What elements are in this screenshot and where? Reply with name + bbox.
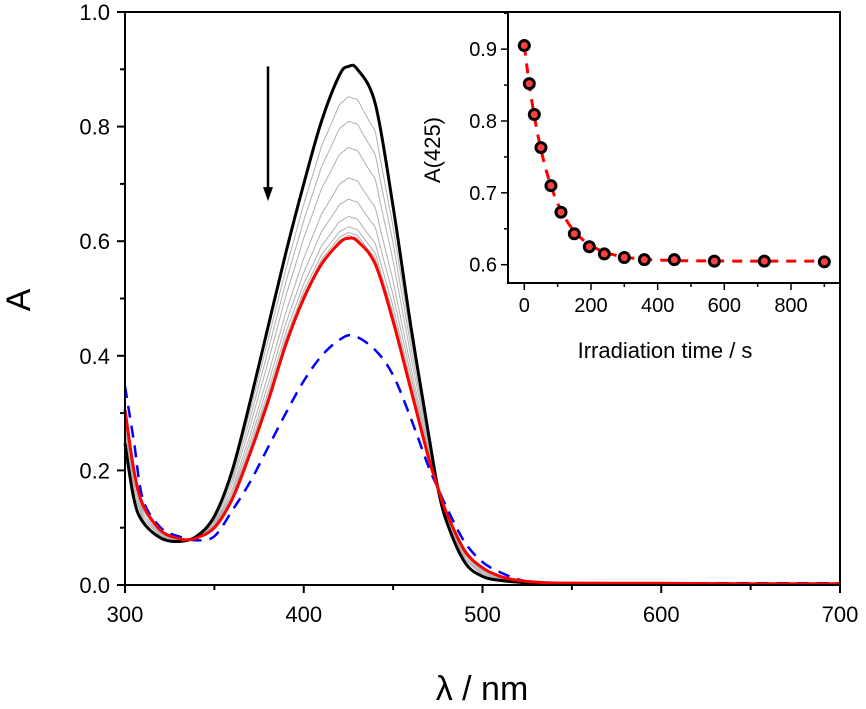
inset-x-tick-label: 200: [574, 295, 607, 317]
data-point: [554, 205, 568, 219]
inset-fit-curve: [522, 45, 825, 263]
inset-y-tick-label: 0.6: [469, 255, 497, 277]
x-tick-label: 300: [107, 602, 144, 627]
x-tick-label: 500: [464, 602, 501, 627]
y-tick-label: 0.6: [79, 229, 110, 254]
inset-x-tick-label: 0: [519, 295, 530, 317]
main-x-tick-labels: 300 400 500 600 700: [107, 602, 859, 627]
main-y-tick-labels: 0.0 0.2 0.4 0.6 0.8 1.0: [79, 0, 110, 598]
main-plot-frame: [124, 11, 841, 586]
inset-y-axis-label: A(425): [420, 117, 445, 183]
data-point: [817, 255, 831, 269]
decay-arrow: [263, 66, 273, 202]
y-tick-label: 0.0: [79, 573, 110, 598]
data-point: [597, 247, 611, 261]
inset-y-tick-labels: 0.6 0.7 0.8 0.9: [469, 39, 497, 277]
intermediate-spectrum-8: [124, 232, 840, 585]
data-point: [707, 254, 721, 268]
x-tick-label: 400: [285, 602, 322, 627]
y-tick-label: 0.8: [79, 115, 110, 140]
x-tick-label: 700: [822, 602, 859, 627]
x-tick-label: 600: [643, 602, 680, 627]
inset-y-tick-label: 0.7: [469, 183, 497, 205]
inset-x-axis-label: Irradiation time / s: [578, 338, 753, 363]
inset-y-tick-label: 0.9: [469, 39, 497, 61]
data-point: [637, 253, 651, 267]
data-point: [517, 39, 531, 53]
data-point: [544, 179, 558, 193]
dashed-spectrum: [123, 333, 840, 585]
inset-background: [508, 12, 840, 283]
arrow-head-icon: [263, 187, 273, 202]
data-point: [582, 240, 596, 254]
intermediate-spectrum-9: [124, 234, 840, 585]
data-point: [757, 254, 771, 268]
y-tick-label: 0.4: [79, 344, 110, 369]
main-x-axis-label: λ / nm: [436, 670, 529, 708]
fit-curve: [522, 45, 825, 263]
main-y-axis-label: A: [0, 288, 38, 311]
inset-frame: [507, 11, 841, 284]
inset-x-tick-label: 400: [641, 295, 674, 317]
data-point: [527, 108, 541, 122]
initial-spectrum: [123, 63, 840, 586]
inset-x-tick-labels: 0 200 400 600 800: [519, 295, 808, 317]
inset-x-tick-label: 800: [774, 295, 807, 317]
inset-plot: 0 200 400 600 800 0.6 0.7 0.8 0.9 Irradiation t…: [420, 11, 841, 363]
data-point: [522, 77, 536, 91]
main-series: [123, 63, 841, 586]
final-spectrum: [123, 236, 841, 586]
inset-y-tick-label: 0.8: [469, 111, 497, 133]
inset-x-tick-label: 600: [708, 295, 741, 317]
data-point: [667, 253, 681, 267]
data-point: [534, 141, 548, 155]
data-point: [567, 227, 581, 241]
data-point: [617, 251, 631, 265]
y-tick-label: 1.0: [79, 0, 110, 25]
inset-points: [517, 39, 831, 269]
y-tick-label: 0.2: [79, 458, 110, 483]
